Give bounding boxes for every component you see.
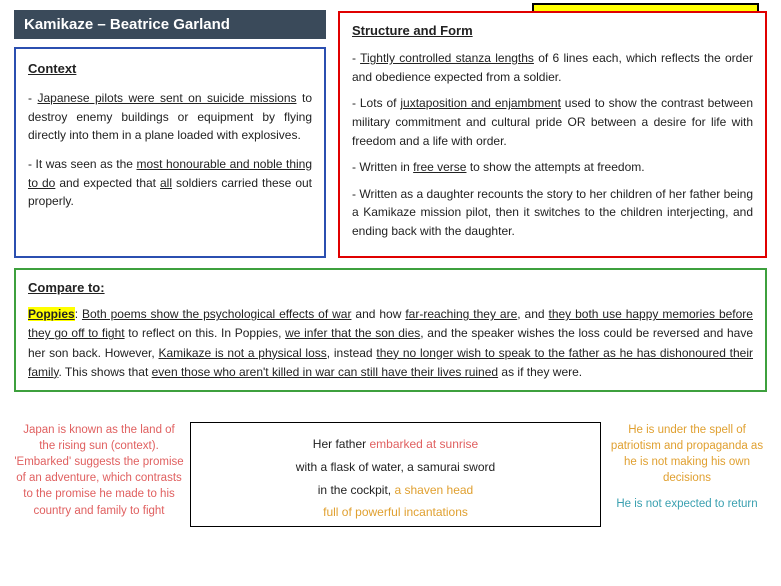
compare-body: Poppies: Both poems show the psychologic… — [28, 305, 753, 382]
context-p1: - Japanese pilots were sent on suicide m… — [28, 89, 312, 145]
annotation-right: He is under the spell of patriotism and … — [607, 422, 767, 527]
annotation-right-2: He is not expected to return — [607, 496, 767, 512]
poem-line-1: Her father embarked at sunrise — [201, 433, 590, 456]
context-heading: Context — [28, 59, 312, 79]
context-box: Context - Japanese pilots were sent on s… — [14, 47, 326, 258]
poem-line-4: full of powerful incantations — [201, 501, 590, 524]
context-p2: - It was seen as the most honourable and… — [28, 155, 312, 211]
structure-p1: - Tightly controlled stanza lengths of 6… — [352, 49, 753, 86]
poem-line-2: with a flask of water, a samurai sword — [201, 456, 590, 479]
top-row: Context - Japanese pilots were sent on s… — [14, 47, 767, 258]
structure-p2: - Lots of juxtaposition and enjambment u… — [352, 94, 753, 150]
poem-line-3: in the cockpit, a shaven head — [201, 479, 590, 502]
compare-box: Compare to: Poppies: Both poems show the… — [14, 268, 767, 392]
poem-section: Japan is known as the land of the rising… — [14, 422, 767, 527]
structure-p4: - Written as a daughter recounts the sto… — [352, 185, 753, 241]
annotation-left: Japan is known as the land of the rising… — [14, 422, 184, 527]
structure-box: Structure and Form - Tightly controlled … — [338, 11, 767, 258]
poem-text-box: Her father embarked at sunrise with a fl… — [190, 422, 601, 527]
poem-title-bar: Kamikaze – Beatrice Garland — [14, 10, 326, 39]
poppies-highlight: Poppies — [28, 307, 75, 321]
compare-heading: Compare to: — [28, 278, 753, 299]
annotation-right-1: He is under the spell of patriotism and … — [607, 422, 767, 486]
structure-heading: Structure and Form — [352, 21, 753, 41]
structure-p3: - Written in free verse to show the atte… — [352, 158, 753, 177]
